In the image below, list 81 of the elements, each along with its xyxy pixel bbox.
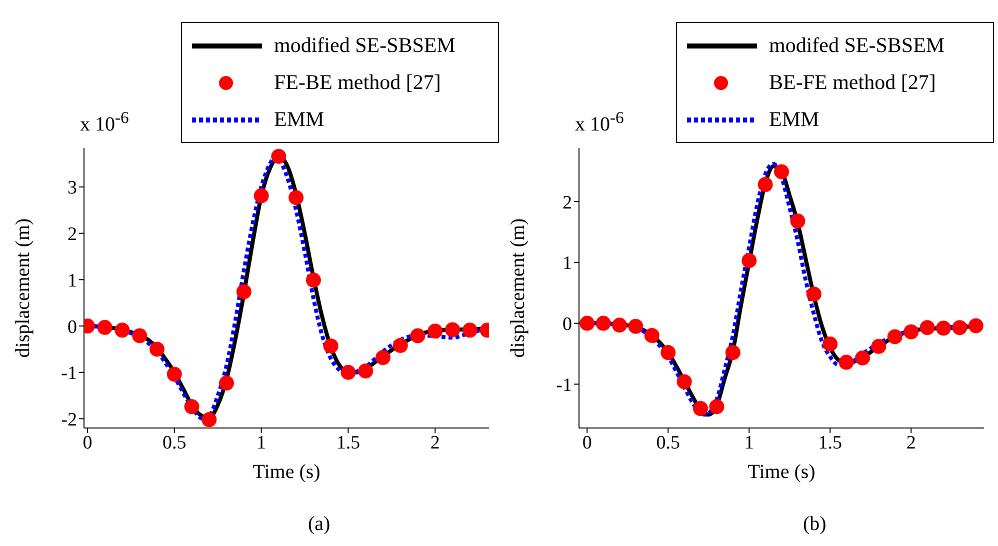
point xyxy=(202,412,217,428)
point xyxy=(693,401,708,416)
point xyxy=(725,345,740,360)
x-axis-title: Time (s) xyxy=(252,461,320,483)
x-tick-label: 0 xyxy=(82,432,92,454)
legend-label: FE-BE method [27] xyxy=(274,70,441,95)
point xyxy=(184,399,200,414)
point xyxy=(236,284,252,300)
y-axis-title: displacement (m) xyxy=(507,218,530,358)
point xyxy=(838,354,854,370)
y-tick-label: 1 xyxy=(68,270,77,292)
legend-label: modifed SE-SBSEM xyxy=(769,33,945,58)
point xyxy=(871,338,886,354)
x-tick-label: 0 xyxy=(582,432,592,454)
x-tick-label: 1.5 xyxy=(336,432,360,454)
text: x 10$^{-6}$ xyxy=(575,108,624,137)
legend-label: BE-FE method [27] xyxy=(769,70,936,95)
y-tick-label: 0 xyxy=(68,316,77,338)
point xyxy=(596,316,611,331)
y-axis-title: displacement (m) xyxy=(12,218,34,358)
point xyxy=(628,318,644,334)
x-tick-label: 1.5 xyxy=(818,432,842,454)
point xyxy=(462,322,478,338)
legend-label: EMM xyxy=(769,107,820,132)
point xyxy=(806,286,822,302)
point xyxy=(97,320,112,335)
text: (a) xyxy=(308,513,330,536)
x-tick-label: 0.5 xyxy=(162,432,186,454)
x-tick-label: 1 xyxy=(744,432,754,454)
point xyxy=(306,272,321,288)
point xyxy=(709,399,724,414)
point xyxy=(271,148,286,164)
point xyxy=(952,320,968,336)
point xyxy=(445,322,460,338)
text: (b) xyxy=(803,513,826,536)
y-tick-label: 3 xyxy=(68,178,77,199)
point xyxy=(358,363,374,378)
text: x 10$^{-6}$ xyxy=(80,108,129,137)
point xyxy=(612,318,627,333)
point xyxy=(428,324,443,339)
point xyxy=(132,328,148,344)
point xyxy=(375,350,390,366)
point xyxy=(822,336,838,352)
point xyxy=(323,338,338,354)
point xyxy=(166,366,182,382)
point xyxy=(790,214,806,229)
point xyxy=(114,322,130,338)
point xyxy=(580,316,595,331)
x-tick-label: 2 xyxy=(430,432,440,454)
legend-label: EMM xyxy=(274,107,324,132)
x-axis-title: Time (s) xyxy=(748,461,816,483)
point xyxy=(644,328,660,343)
y-tick-label: 0 xyxy=(562,314,572,336)
point xyxy=(340,364,356,380)
point xyxy=(936,320,951,336)
point xyxy=(758,177,773,192)
y-tick-label: 2 xyxy=(68,224,77,246)
point xyxy=(410,328,426,344)
point xyxy=(254,188,269,204)
x-tick-label: 0.5 xyxy=(656,432,680,454)
point xyxy=(288,190,304,206)
point xyxy=(676,374,692,390)
x-tick-label: 1 xyxy=(256,432,266,454)
y-tick-label: -1 xyxy=(61,363,77,384)
legend-label: modified SE-SBSEM xyxy=(274,33,456,58)
y-tick-label: 1 xyxy=(562,253,572,274)
point xyxy=(968,318,984,334)
y-tick-label: -2 xyxy=(61,409,77,430)
point xyxy=(904,324,919,340)
y-tick-label: -1 xyxy=(556,374,572,396)
x-tick-label: 2 xyxy=(906,432,916,454)
point xyxy=(774,164,789,180)
point xyxy=(887,329,902,344)
y-tick-label: 2 xyxy=(562,192,572,214)
point xyxy=(660,345,676,360)
point xyxy=(392,338,408,353)
point xyxy=(920,320,935,336)
point xyxy=(742,253,757,268)
point xyxy=(855,350,870,366)
point xyxy=(150,342,165,357)
point xyxy=(219,376,234,391)
